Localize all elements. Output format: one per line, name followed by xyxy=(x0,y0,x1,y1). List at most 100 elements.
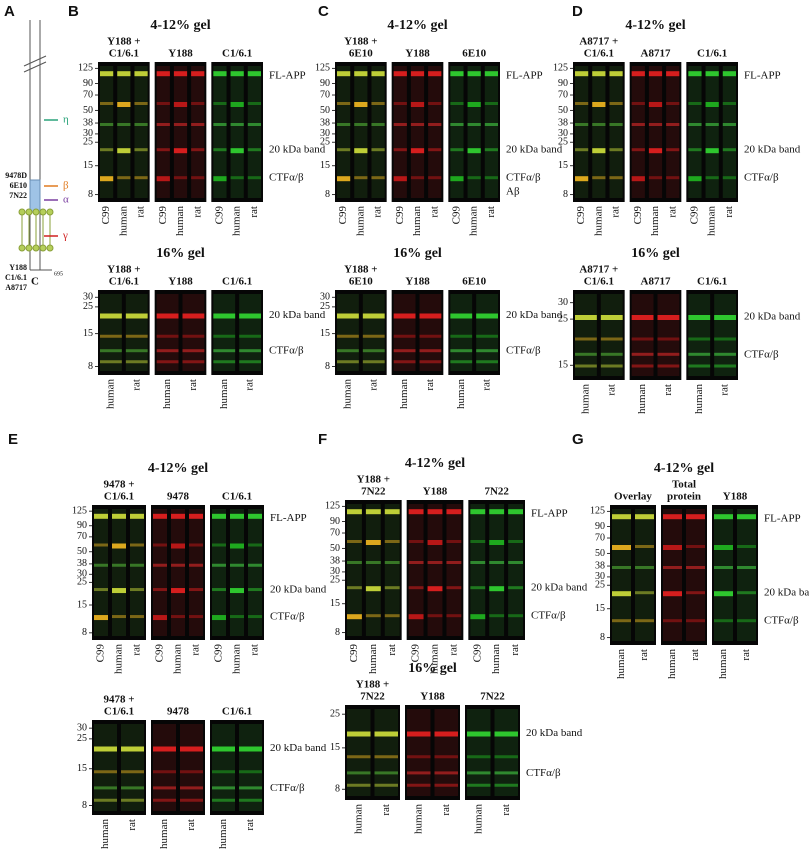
band xyxy=(384,614,400,618)
band xyxy=(384,509,400,515)
band xyxy=(419,313,442,319)
band xyxy=(408,586,424,590)
band xyxy=(213,334,236,338)
band xyxy=(434,731,458,737)
band xyxy=(688,315,711,320)
lane-smear xyxy=(212,724,235,811)
band xyxy=(609,148,623,152)
band xyxy=(337,148,351,152)
marker-label: 38 xyxy=(330,555,340,566)
band xyxy=(173,148,188,154)
band xyxy=(575,352,597,356)
length-label: 695 xyxy=(54,271,63,277)
band xyxy=(427,509,443,515)
marker-label: 50 xyxy=(83,105,93,116)
lane-smear xyxy=(467,709,491,796)
band xyxy=(239,313,261,319)
band xyxy=(213,313,236,319)
band xyxy=(365,614,381,618)
marker-label: 30 xyxy=(320,292,330,303)
band xyxy=(476,313,498,319)
lane-label: rat xyxy=(424,379,436,391)
antibody-label: Y188 xyxy=(168,48,193,60)
marker-label: 8 xyxy=(325,189,330,200)
band xyxy=(393,148,407,152)
lane-smear xyxy=(354,66,368,198)
panel-a: A η β α γ 9478D 6E10 7N22 Y188 C1/6.1 A8… xyxy=(4,3,69,292)
band xyxy=(213,123,227,126)
lane-smear xyxy=(592,66,606,198)
band xyxy=(688,176,702,182)
lane-label: human xyxy=(172,644,184,674)
band xyxy=(714,545,733,550)
band xyxy=(112,615,126,619)
band xyxy=(354,123,368,126)
marker-label: 30 xyxy=(77,722,87,733)
lane-smear xyxy=(156,294,179,371)
band xyxy=(419,349,442,353)
band xyxy=(407,783,431,787)
band xyxy=(239,786,262,790)
antibody-label: Total xyxy=(672,479,696,491)
marker-label: 50 xyxy=(320,105,330,116)
lane-label: C99 xyxy=(394,206,406,225)
band xyxy=(722,176,736,180)
gel-title: 16% gel xyxy=(408,661,457,676)
band xyxy=(575,148,589,152)
band xyxy=(337,176,351,182)
band xyxy=(347,755,371,759)
band xyxy=(657,337,680,341)
band xyxy=(153,563,167,567)
lane-label: rat xyxy=(187,379,199,391)
site-label: α xyxy=(63,194,69,206)
site-label: γ xyxy=(62,230,68,242)
marker-label: 8 xyxy=(335,627,340,638)
lane-smear xyxy=(374,709,398,796)
band xyxy=(171,543,185,549)
lane-smear xyxy=(494,709,518,796)
lane-label: rat xyxy=(509,644,521,656)
lane-label: C99 xyxy=(95,644,107,663)
antibody-label: C1/6.1 xyxy=(584,276,614,288)
band xyxy=(94,513,108,519)
band xyxy=(450,349,473,353)
marker-label: 50 xyxy=(558,105,568,116)
band xyxy=(94,588,108,592)
band xyxy=(371,102,385,105)
lane-label: human xyxy=(717,649,729,679)
band xyxy=(612,514,631,520)
band xyxy=(180,798,203,802)
band xyxy=(714,352,736,356)
marker-label: 30 xyxy=(77,569,87,580)
band xyxy=(156,313,179,319)
lane-smear xyxy=(362,294,385,371)
band xyxy=(737,545,756,548)
lane-label: rat xyxy=(248,206,260,218)
band xyxy=(230,588,244,594)
lane-smear xyxy=(337,66,351,198)
antibody-label: Y188 + xyxy=(356,679,389,691)
band xyxy=(408,561,424,564)
band xyxy=(470,509,486,515)
band xyxy=(631,71,645,77)
lane-label: C99 xyxy=(575,206,587,225)
band xyxy=(600,364,623,368)
band xyxy=(212,798,235,802)
panel-letter: E xyxy=(8,431,18,448)
marker-label: 125 xyxy=(78,63,93,74)
band xyxy=(347,783,371,787)
band xyxy=(688,148,702,152)
band xyxy=(230,71,244,77)
lane-smear xyxy=(189,509,203,636)
lane-smear xyxy=(117,66,131,198)
lane-label: human xyxy=(113,644,125,674)
band xyxy=(100,123,114,126)
band xyxy=(737,514,756,520)
antibody-label: 7N22 xyxy=(480,691,505,703)
lane-smear xyxy=(153,724,176,811)
panel-letter: F xyxy=(318,431,327,448)
band xyxy=(450,176,464,182)
band xyxy=(393,102,407,105)
band xyxy=(153,746,176,752)
